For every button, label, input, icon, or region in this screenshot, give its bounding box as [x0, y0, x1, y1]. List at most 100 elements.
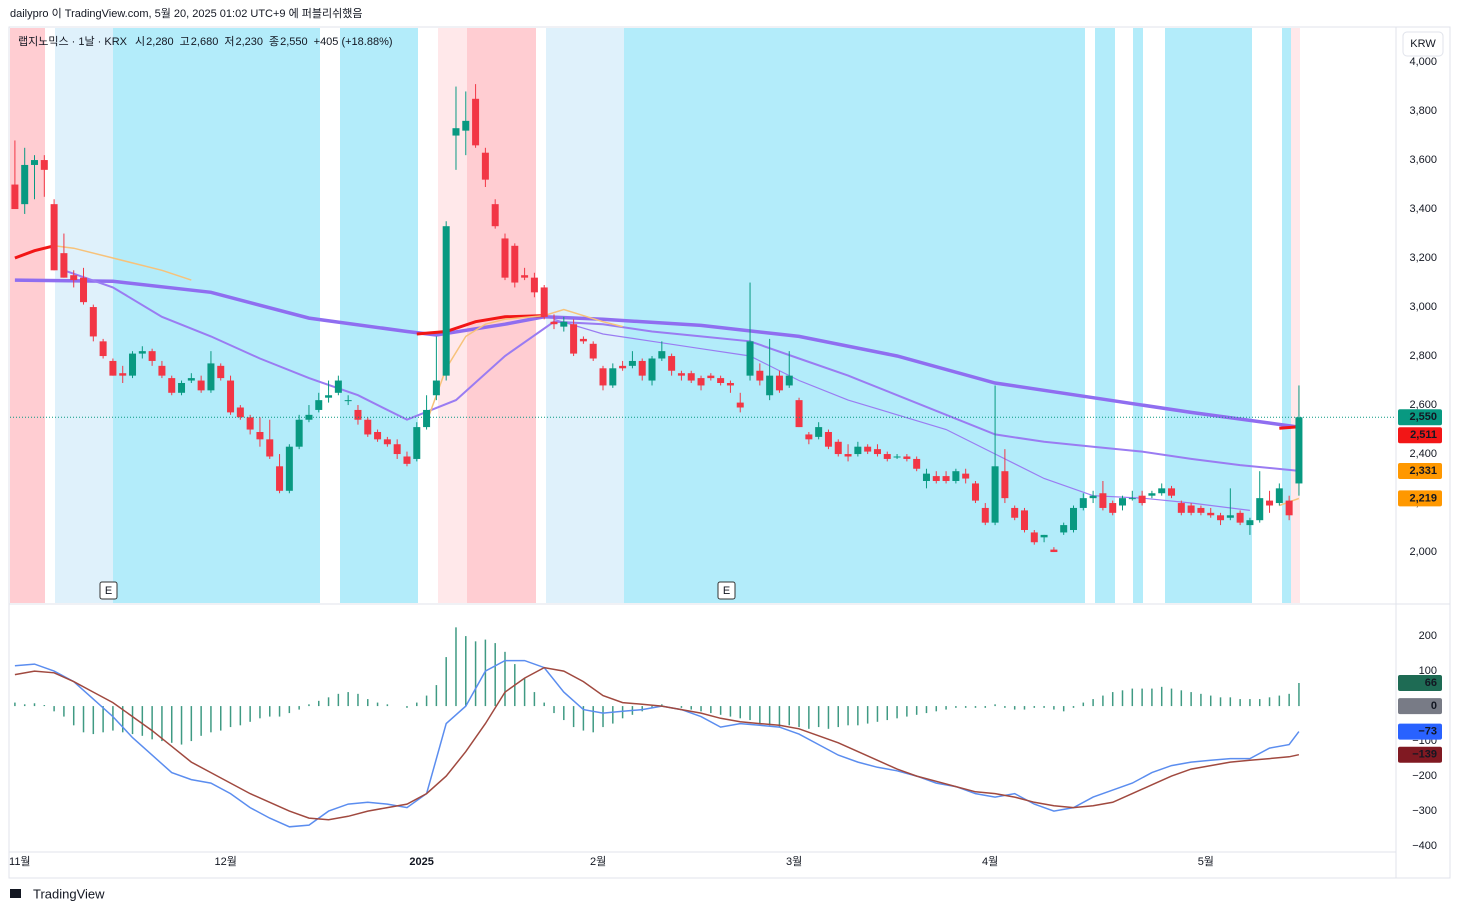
x-tick-label: 12월: [214, 855, 236, 868]
candle-body: [795, 400, 803, 428]
y-tick-label: 2,800: [1409, 350, 1437, 362]
attribution: dailypro 이 TradingView.com, 5월 20, 2025 …: [10, 7, 362, 20]
band: [1095, 28, 1115, 603]
candle-body: [256, 431, 264, 440]
candle-body: [501, 238, 509, 278]
candle-body: [609, 368, 617, 386]
candle-body: [628, 360, 636, 366]
band: [10, 28, 45, 603]
candle-body: [11, 184, 19, 210]
candle-body: [99, 341, 107, 357]
indicator-line: [553, 318, 1250, 511]
last-value-label: 2,511: [1410, 429, 1437, 441]
candle-body: [1187, 505, 1195, 513]
y-tick-label: −200: [1412, 770, 1437, 782]
candle-body: [276, 466, 284, 491]
indicator-line: [14, 278, 1300, 429]
last-value-badge: [1398, 462, 1442, 479]
candle-body: [344, 400, 352, 402]
candle-body: [668, 356, 676, 371]
candle-body: [1275, 488, 1283, 504]
candle-body: [168, 378, 176, 393]
candle-body: [1236, 512, 1244, 523]
candle-body: [511, 245, 519, 283]
candle-body: [491, 204, 499, 227]
candle-body: [932, 476, 940, 481]
candle-body: [599, 368, 607, 386]
y-tick-label: −300: [1412, 805, 1437, 817]
candle-body: [246, 417, 254, 430]
symbol: 랩지노믹스 · 1날 · KRX: [18, 35, 128, 48]
candle-body: [1148, 493, 1156, 496]
candle-body: [285, 446, 293, 491]
indicator-line: [14, 659, 1300, 828]
candle-body: [462, 120, 470, 131]
ohlc-key: 저: [224, 35, 234, 48]
x-tick-label: 11월: [9, 855, 31, 868]
ohlc-key: 종: [269, 36, 279, 48]
candle-body: [1207, 512, 1215, 516]
candle-body: [697, 378, 705, 386]
candle-body: [952, 471, 960, 481]
change: +405 (+18.88%): [314, 36, 393, 48]
last-value-badge: [1398, 409, 1442, 426]
candle-body: [619, 365, 627, 369]
candle-body: [962, 473, 970, 479]
last-value-badge: [1398, 490, 1442, 507]
candle-body: [70, 275, 78, 281]
candle-body: [109, 360, 117, 376]
brand-name: TradingView: [33, 886, 105, 901]
candle-body: [775, 375, 783, 391]
y-tick-label: 2,000: [1409, 546, 1437, 558]
candle-body: [579, 338, 587, 342]
candle-body: [726, 382, 734, 386]
y-tick-label: −400: [1412, 840, 1437, 852]
candle-body: [374, 431, 382, 440]
candle-body: [197, 380, 205, 391]
candle-body: [560, 321, 568, 327]
candle-body: [452, 128, 460, 136]
candle-body: [383, 439, 391, 445]
candle-body: [1177, 503, 1185, 513]
y-tick-label: 3,200: [1409, 252, 1437, 264]
candle-body: [942, 476, 950, 481]
candle-body: [913, 458, 921, 469]
candle-body: [589, 343, 597, 359]
candle-body: [393, 444, 401, 455]
currency-button[interactable]: [1402, 31, 1444, 57]
band: [1291, 28, 1300, 603]
last-value-badge: [1398, 723, 1442, 740]
ohlc-value: 2,550: [280, 36, 308, 48]
candle-body: [570, 324, 578, 354]
candle-body: [844, 454, 852, 457]
candle-body: [119, 373, 127, 376]
candle-body: [50, 204, 58, 271]
signal-bands: [10, 28, 1300, 603]
candle-body: [60, 253, 68, 278]
candle-body: [824, 431, 832, 447]
candle-body: [922, 473, 930, 481]
legend: 랩지노믹스 · 1날 · KRX 시 2,280 고 2,680 저 2,230 종 2,550…: [18, 35, 393, 48]
candle-body: [148, 351, 156, 361]
candle-body: [1050, 549, 1058, 553]
candle-body: [893, 456, 901, 458]
x-tick-label: 3월: [786, 855, 802, 868]
candle-body: [364, 419, 372, 435]
y-tick-label: 2,600: [1409, 399, 1437, 411]
candle-body: [1266, 500, 1274, 506]
candle-body: [442, 226, 450, 376]
candle-body: [432, 380, 440, 396]
candle-body: [1168, 488, 1176, 496]
candle-body: [207, 363, 215, 391]
candle-body: [903, 456, 911, 459]
band: [55, 28, 113, 603]
last-value-badge: [1398, 698, 1442, 715]
candle-body: [138, 351, 146, 354]
earnings-marker: E: [105, 585, 112, 597]
currency[interactable]: KRW: [1410, 38, 1436, 50]
earnings-marker: E: [723, 585, 730, 597]
candle-body: [687, 373, 695, 381]
last-value-label: 2,550: [1409, 411, 1437, 423]
candle-body: [805, 434, 813, 440]
